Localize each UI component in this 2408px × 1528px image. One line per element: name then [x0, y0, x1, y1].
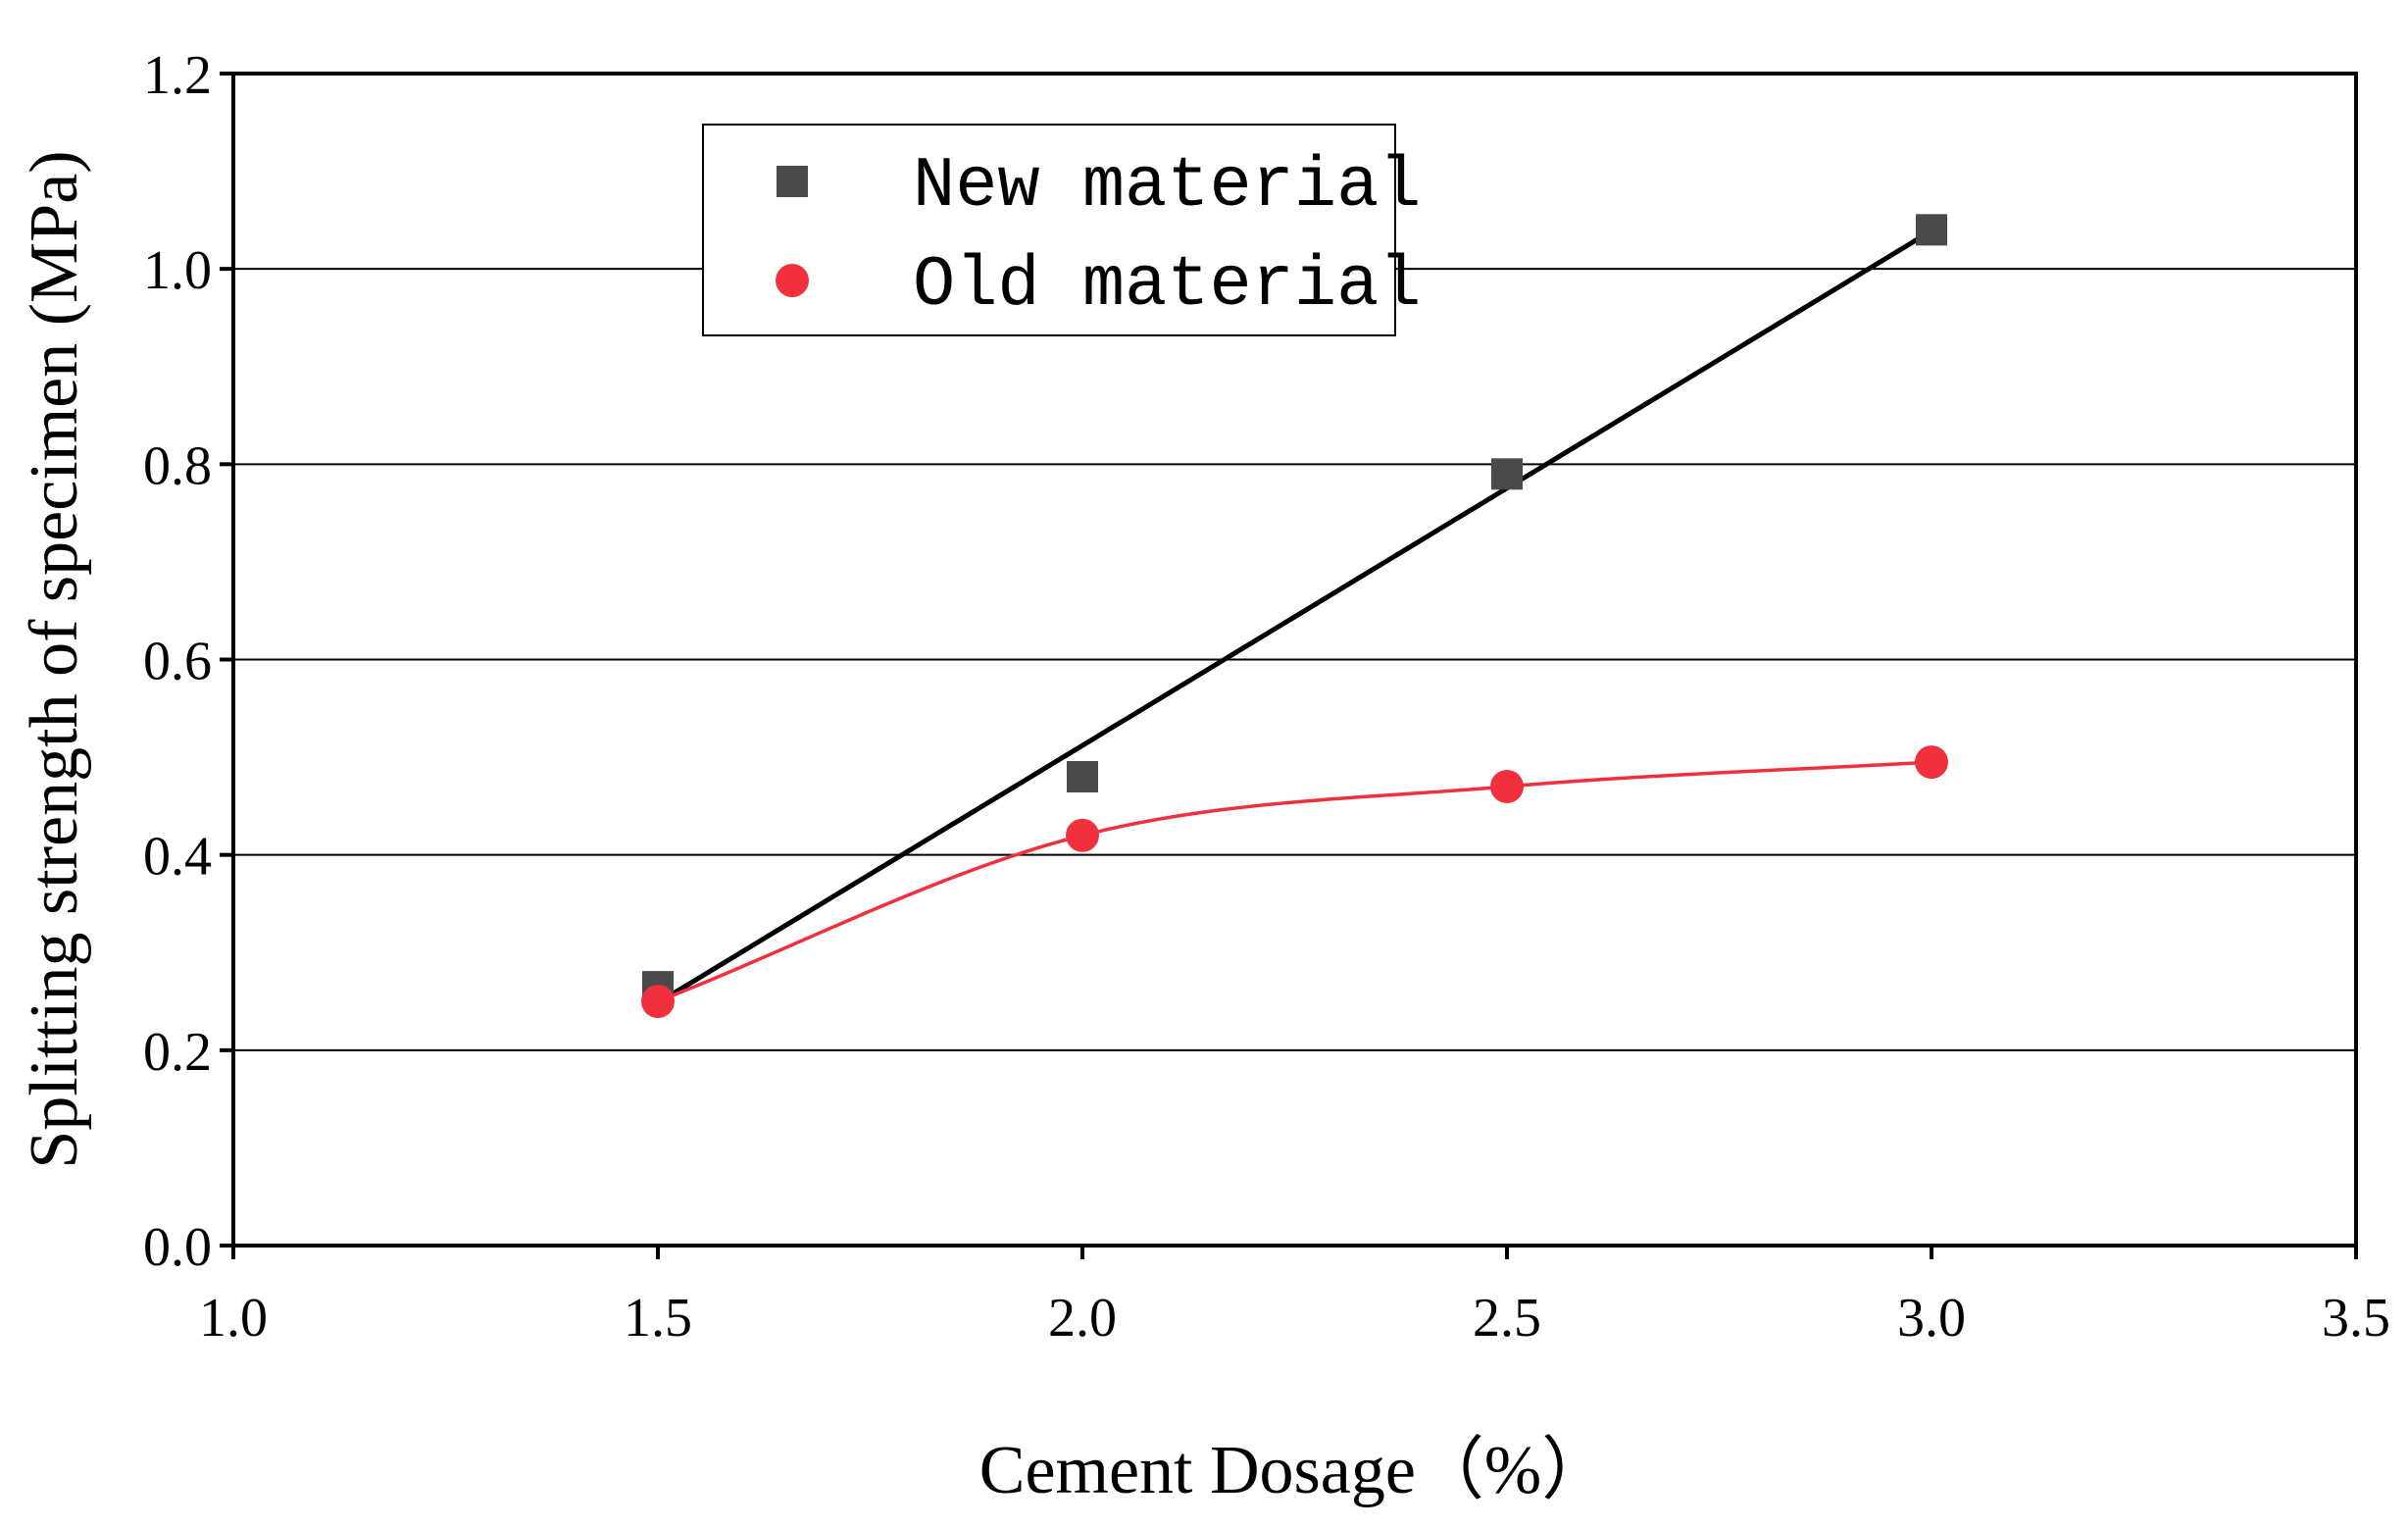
- y-tick-label-3: 0.6: [143, 632, 212, 692]
- legend: New material Old material: [702, 124, 1421, 336]
- x-tick-label-3: 2.5: [1473, 1288, 1541, 1349]
- y-tick-label-4: 0.8: [143, 435, 212, 496]
- y-tick-label-0: 0.0: [143, 1217, 212, 1278]
- x-tick-label-5: 3.5: [2322, 1288, 2390, 1349]
- marker-s0-p3: [1916, 214, 1947, 246]
- y-tick-label-2: 0.4: [143, 827, 212, 888]
- legend-marker-0: [777, 166, 808, 197]
- marker-s1-p0: [641, 985, 675, 1019]
- legend-label-0: New material: [913, 146, 1421, 227]
- marker-s0-p1: [1067, 761, 1098, 792]
- x-axis-title: Cement Dosage（%）: [979, 1433, 1610, 1508]
- fit-line-0: [655, 228, 1934, 1006]
- legend-box: [702, 124, 1396, 336]
- axes: 0.0 0.2 0.4 0.6 0.8 1.0 1.2 1.0 1.5 2.0 2.5 3.0 3.5 C…: [17, 45, 2390, 1508]
- y-tick-label-5: 1.0: [143, 240, 212, 301]
- data-markers: [641, 214, 1948, 1019]
- legend-marker-1: [776, 264, 809, 297]
- grid-lines: [233, 268, 2356, 1051]
- marker-s1-p2: [1490, 769, 1524, 803]
- fit-line-1: [656, 760, 1933, 1003]
- marker-s1-p1: [1066, 818, 1099, 852]
- fit-lines: [655, 228, 1934, 1006]
- x-tick-label-1: 1.5: [624, 1288, 692, 1349]
- marker-s1-p3: [1915, 745, 1948, 780]
- x-tick-label-0: 1.0: [199, 1288, 268, 1349]
- x-tick-label-4: 3.0: [1897, 1288, 1966, 1349]
- x-tick-label-2: 2.0: [1048, 1288, 1117, 1349]
- y-tick-label-6: 1.2: [143, 45, 212, 106]
- y-tick-label-1: 0.2: [143, 1022, 212, 1083]
- y-axis-title: Splitting strength of specimen (MPa): [17, 150, 92, 1168]
- legend-label-1: Old material: [913, 245, 1421, 326]
- marker-s0-p2: [1491, 458, 1523, 490]
